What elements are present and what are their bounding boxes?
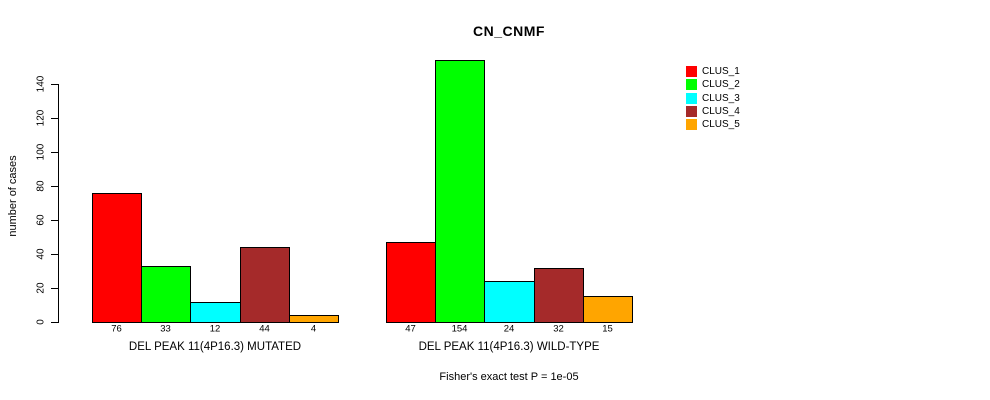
- y-tick-mark: [51, 254, 58, 255]
- legend-label: CLUS_5: [702, 119, 740, 131]
- bar-clus_3-group1: [190, 302, 241, 323]
- y-tick-mark: [51, 322, 58, 323]
- y-tick-label: 20: [35, 282, 47, 294]
- legend-swatch-clus_3: [686, 92, 697, 104]
- y-tick-label: 60: [35, 214, 47, 226]
- bar-value-label: 32: [553, 323, 564, 335]
- chart-title: CN_CNMF: [473, 23, 545, 39]
- legend-swatch-clus_4: [686, 105, 697, 117]
- y-tick-label: 40: [35, 248, 47, 260]
- bar-value-label: 44: [259, 323, 270, 335]
- y-tick-label: 80: [35, 180, 47, 192]
- y-tick-mark: [51, 288, 58, 289]
- y-tick-mark: [51, 84, 58, 85]
- bar-clus_4-group1: [240, 247, 290, 323]
- bar-clus_1-group1: [92, 193, 142, 323]
- y-tick-label: 100: [35, 143, 47, 161]
- legend-label: CLUS_4: [702, 105, 740, 117]
- legend-item: CLUS_5: [686, 119, 740, 131]
- y-tick-mark: [51, 118, 58, 119]
- bar-value-label: 76: [111, 323, 122, 335]
- bar-value-label: 33: [160, 323, 171, 335]
- y-axis-label: number of cases: [7, 155, 19, 237]
- legend-label: CLUS_1: [702, 66, 740, 77]
- legend-item: CLUS_4: [686, 105, 740, 117]
- y-tick-mark: [51, 220, 58, 221]
- y-tick-mark: [51, 186, 58, 187]
- legend-item: CLUS_3: [686, 92, 740, 104]
- legend-swatch-clus_5: [686, 119, 697, 131]
- bar-value-label: 24: [503, 323, 515, 335]
- y-tick-label: 0: [35, 319, 47, 325]
- bar-value-label: 12: [209, 323, 221, 335]
- legend-swatch-clus_2: [686, 79, 697, 91]
- legend-label: CLUS_2: [702, 79, 740, 91]
- bar-clus_3-group2: [484, 281, 535, 323]
- bar-clus_2-group2: [435, 60, 485, 323]
- fisher-test-annotation: Fisher's exact test P = 1e-05: [439, 371, 579, 383]
- group-label: DEL PEAK 11(4P16.3) WILD-TYPE: [418, 341, 600, 353]
- y-tick-mark: [51, 152, 58, 153]
- bar-clus_5-group2: [583, 296, 633, 323]
- legend: CLUS_1 CLUS_2 CLUS_3 CLUS_4 CLUS_5: [686, 66, 740, 132]
- legend-item: CLUS_2: [686, 79, 740, 91]
- bar-clus_2-group1: [141, 266, 191, 323]
- group-label: DEL PEAK 11(4P16.3) MUTATED: [128, 341, 302, 353]
- legend-label: CLUS_3: [702, 92, 740, 104]
- y-tick-label: 140: [35, 75, 47, 93]
- bar-clus_5-group1: [289, 315, 339, 323]
- bar-value-label: 47: [405, 323, 416, 335]
- bar-value-label: 4: [310, 323, 317, 335]
- bar-clus_1-group2: [386, 242, 436, 323]
- bar-value-label: 15: [602, 323, 613, 335]
- legend-item: CLUS_1: [686, 66, 740, 77]
- y-tick-label: 120: [35, 109, 47, 127]
- bar-value-label: 154: [451, 323, 468, 335]
- y-axis-line: [58, 84, 59, 323]
- legend-swatch-clus_1: [686, 66, 697, 77]
- bar-clus_4-group2: [534, 268, 584, 323]
